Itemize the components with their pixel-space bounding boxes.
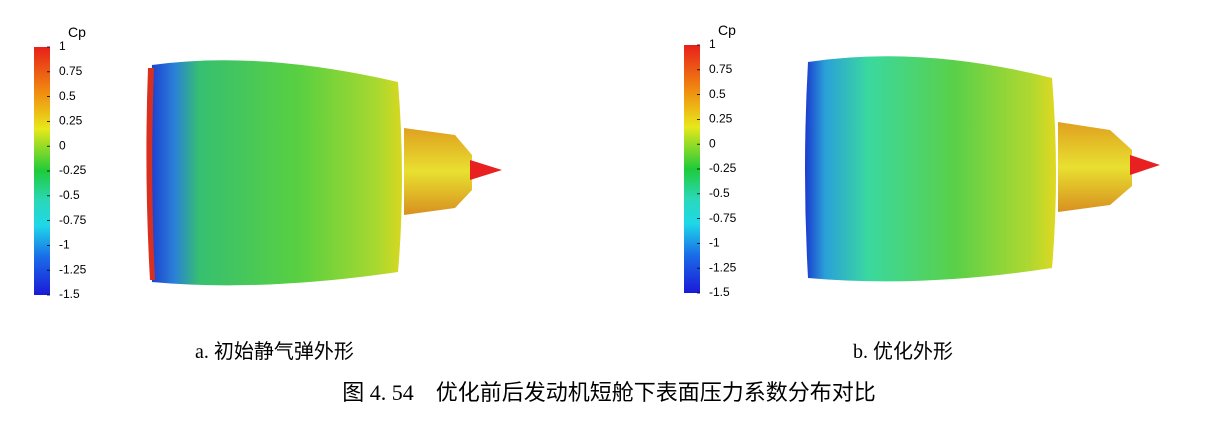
colorbar-tick-label: 1: [59, 39, 66, 53]
panel-caption: b. 优化外形: [853, 340, 953, 363]
nacelle-b: [805, 56, 1160, 282]
colorbar-tick-label: 0.25: [59, 114, 83, 128]
colorbar-tick-label: -0.75: [59, 213, 87, 227]
colorbar-title: Cp: [68, 24, 86, 40]
colorbar-tick-label: -1.5: [59, 287, 80, 301]
colorbar-tick-label: -0.75: [709, 211, 737, 225]
colorbar-tick-label: 0: [59, 138, 66, 152]
figure-caption: 图 4. 54 优化前后发动机短舱下表面压力系数分布对比: [342, 380, 876, 405]
colorbar-title: Cp: [718, 22, 736, 38]
colorbar-tick-label: -1: [59, 238, 70, 252]
colorbar-tick-label: -1.5: [709, 285, 730, 299]
colorbar-tick-label: 0.5: [709, 87, 726, 101]
colorbar: [684, 45, 700, 293]
colorbar-tick-label: -0.25: [59, 163, 87, 177]
colorbar-tick-label: 0.75: [709, 62, 733, 76]
colorbar-tick-label: -1.25: [709, 260, 737, 274]
colorbar-tick-label: -0.5: [59, 188, 80, 202]
colorbar-tick-label: 0.25: [709, 112, 733, 126]
colorbar: [34, 47, 50, 295]
colorbar-tick-label: 0.5: [59, 89, 76, 103]
colorbar-tick-label: -0.5: [709, 186, 730, 200]
panel-caption: a. 初始静气弹外形: [195, 340, 354, 363]
nacelle-a: [146, 60, 502, 286]
colorbar-tick-label: -0.25: [709, 161, 737, 175]
colorbar-tick-label: 1: [709, 37, 716, 51]
colorbar-tick-label: -1.25: [59, 262, 87, 276]
colorbar-tick-label: 0.75: [59, 64, 83, 78]
colorbar-tick-label: -1: [709, 236, 720, 250]
colorbar-tick-label: 0: [709, 136, 716, 150]
